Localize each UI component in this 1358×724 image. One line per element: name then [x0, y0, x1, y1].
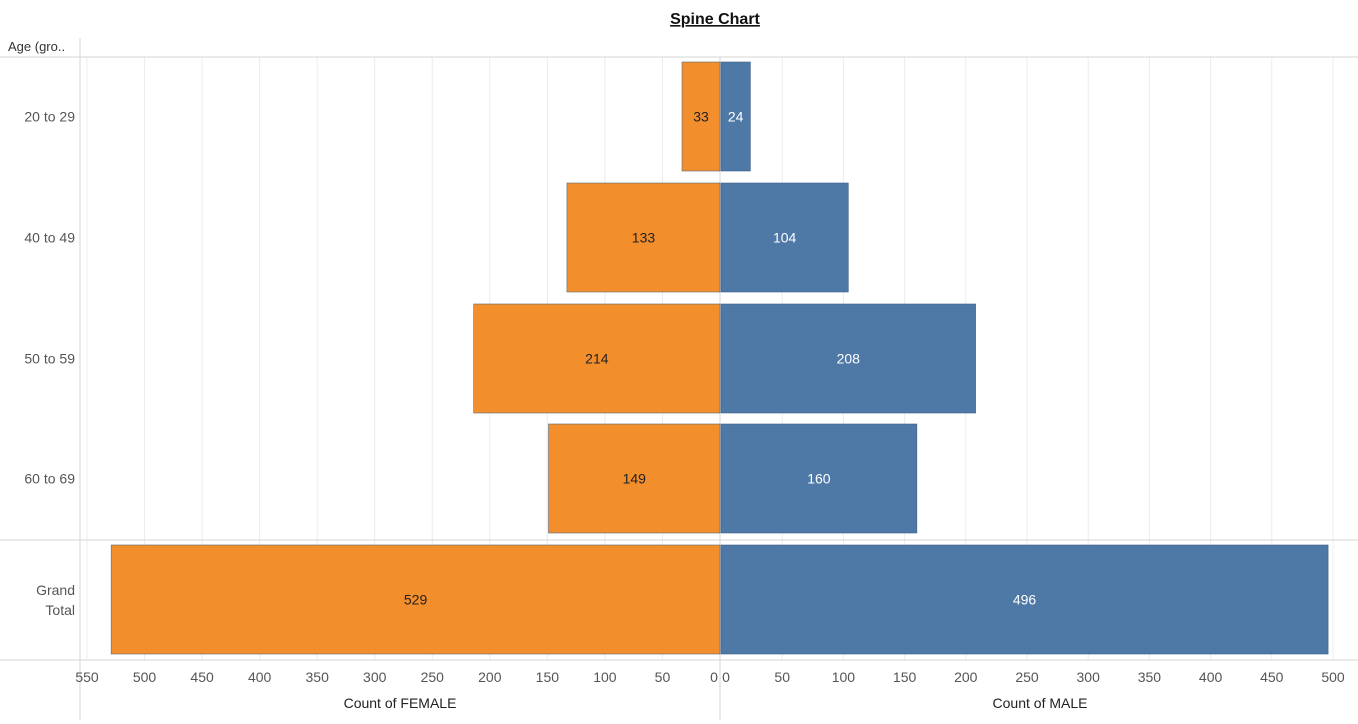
axis-ticks: 550 500 450 400 350 300 250 200 150 100 50 0 0 50 100 1… [75, 669, 1345, 685]
male-bar [720, 303, 976, 414]
male-bar [720, 61, 751, 172]
female-axis-tick: 350 [306, 669, 330, 685]
male-axis-tick: 500 [1321, 669, 1345, 685]
female-axis-tick: 150 [536, 669, 560, 685]
female-axis-tick: 200 [478, 669, 502, 685]
male-data-label: 24 [728, 109, 744, 125]
female-bar [548, 423, 721, 534]
chart-frame [0, 38, 1358, 720]
female-axis-tick: 50 [655, 669, 671, 685]
female-data-label: 214 [585, 351, 609, 367]
female-bar [473, 303, 721, 414]
female-data-label: 149 [623, 471, 647, 487]
female-axis-tick: 500 [133, 669, 157, 685]
male-axis-tick: 400 [1199, 669, 1223, 685]
male-axis-tick: 350 [1138, 669, 1162, 685]
female-bar [110, 544, 721, 655]
male-data-label: 160 [807, 471, 831, 487]
male-axis-tick: 250 [1015, 669, 1039, 685]
female-axis-tick: 400 [248, 669, 272, 685]
male-data-label: 496 [1013, 592, 1037, 608]
female-axis-tick: 550 [75, 669, 99, 685]
female-axis-tick: 0 [710, 669, 718, 685]
female-bar [566, 182, 721, 293]
chart-title: Spine Chart [670, 11, 760, 28]
male-axis-tick: 200 [954, 669, 978, 685]
male-axis-tick: 150 [893, 669, 917, 685]
row-header[interactable]: Age (gro.. [8, 39, 65, 54]
male-axis-tick: 450 [1260, 669, 1284, 685]
data-labels: 33 133 214 149 24 104 208 160 529 496 [404, 109, 1037, 608]
female-axis-tick: 300 [363, 669, 387, 685]
male-bar [720, 423, 918, 534]
grand-total-label: Total [45, 602, 75, 618]
category-label: 60 to 69 [24, 471, 75, 487]
male-axis-tick: 300 [1077, 669, 1101, 685]
male-bar [720, 544, 1329, 655]
left-axis-label: Count of FEMALE [344, 695, 457, 711]
female-bar [681, 61, 721, 172]
female-axis-tick: 450 [190, 669, 214, 685]
male-bar [720, 182, 849, 293]
female-axis-tick: 100 [593, 669, 617, 685]
female-data-label: 33 [693, 109, 709, 125]
male-axis-tick: 0 [722, 669, 730, 685]
male-data-label: 208 [837, 351, 861, 367]
bars [110, 61, 1329, 655]
male-axis-tick: 50 [774, 669, 790, 685]
right-axis-label: Count of MALE [993, 695, 1088, 711]
female-data-label: 133 [632, 230, 656, 246]
female-data-label: 529 [404, 592, 428, 608]
male-axis-tick: 100 [832, 669, 856, 685]
category-label: 40 to 49 [24, 230, 75, 246]
male-data-label: 104 [773, 230, 797, 246]
female-axis-tick: 250 [421, 669, 445, 685]
category-label: 20 to 29 [24, 109, 75, 125]
grand-total-label: Grand [36, 582, 75, 598]
category-labels: 20 to 29 40 to 49 50 to 59 60 to 69 Grand Tot… [24, 109, 75, 619]
category-label: 50 to 59 [24, 351, 75, 367]
